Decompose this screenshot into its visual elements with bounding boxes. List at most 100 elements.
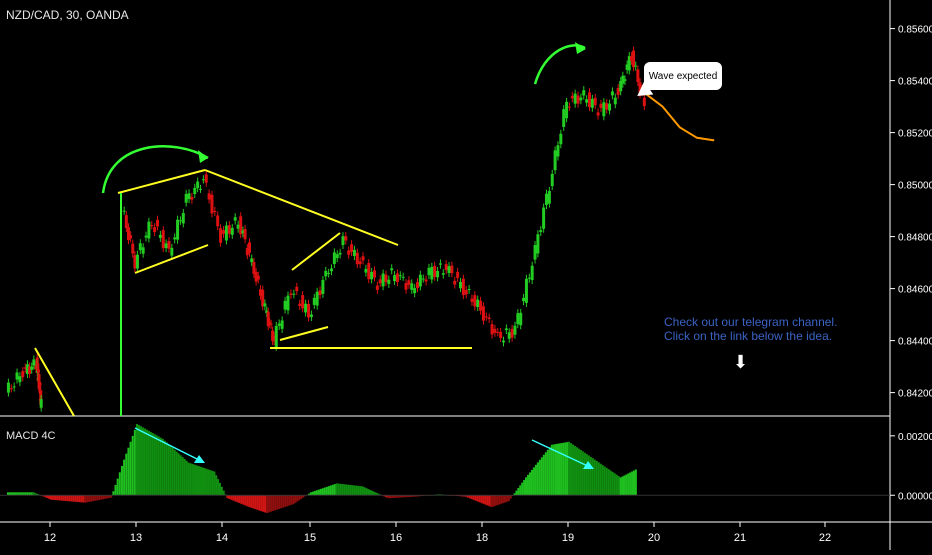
candle-body [613, 97, 617, 105]
candle-body [450, 265, 454, 274]
x-tick-label: 15 [304, 532, 316, 544]
forecast-path [644, 92, 715, 142]
macd-bar [369, 490, 372, 496]
candle-body [283, 300, 287, 310]
macd-bar [179, 455, 182, 496]
macd-bar [26, 492, 29, 496]
candle-body [467, 289, 471, 291]
price-tick-label: 0.85600 [898, 25, 932, 36]
candle-body [289, 293, 293, 295]
macd-bar [521, 482, 524, 496]
macd-bar [319, 488, 322, 496]
macd-bar [254, 495, 257, 510]
candle-body [350, 244, 354, 252]
candle-body [269, 323, 273, 325]
candle-body [565, 101, 569, 119]
macd-bar [385, 495, 388, 498]
macd-bar [149, 431, 152, 496]
candle-body [352, 249, 356, 257]
candle-body [252, 261, 256, 275]
macd-bar [203, 468, 206, 496]
candle-body [259, 289, 262, 296]
macd-bar [488, 495, 491, 507]
macd-bar [391, 495, 394, 498]
candle-body [173, 237, 177, 240]
macd-bar [482, 495, 485, 504]
macd-bar [302, 495, 305, 498]
macd-bar [10, 492, 13, 496]
macd-bar [143, 428, 146, 496]
macd-bar [415, 495, 418, 497]
candle-body [298, 303, 302, 307]
macd-bar [632, 470, 635, 496]
macd-bar [60, 495, 63, 501]
candle-body [513, 325, 517, 335]
macd-bar [123, 459, 126, 496]
macd-bar [28, 492, 31, 496]
macd-bar [159, 437, 162, 496]
candle-body [559, 133, 563, 145]
macd-bar [599, 463, 602, 496]
macd-bar [629, 472, 632, 496]
macd-bar [331, 484, 334, 496]
macd-bar [544, 452, 547, 496]
candle-body [243, 229, 247, 240]
candle-body [38, 382, 42, 387]
macd-bar [339, 483, 342, 496]
macd-bar [133, 429, 136, 496]
macd-bar [230, 495, 233, 500]
macd-bar [54, 495, 57, 501]
macd-bar [52, 495, 55, 500]
macd-bar [558, 443, 561, 496]
macd-bar [595, 460, 598, 496]
macd-bar [268, 495, 271, 513]
x-tick-label: 13 [130, 532, 142, 544]
candle-body [410, 283, 414, 290]
macd-bar [375, 492, 378, 496]
candle-body [413, 288, 417, 294]
candle-body [254, 271, 258, 282]
macd-bar [343, 484, 346, 496]
candle-body [272, 336, 276, 342]
arrow-down-icon: ⬇ [733, 352, 749, 372]
macd-bar [284, 495, 287, 507]
candle-body [133, 255, 137, 269]
macd-bar [577, 448, 580, 496]
candle-body [170, 247, 174, 256]
candle-body [37, 389, 41, 391]
macd-bar [100, 495, 103, 500]
candle-body [573, 93, 577, 104]
candle-body [239, 216, 243, 235]
macd-bar [205, 468, 208, 496]
candle-body [131, 243, 135, 254]
macd-bar [566, 442, 569, 496]
candle-body [476, 299, 480, 308]
candle-body [610, 91, 614, 96]
macd-bar [222, 490, 225, 496]
macd-bar [554, 444, 557, 496]
macd-bar [492, 495, 495, 507]
macd-bar [484, 495, 487, 505]
candle-body [608, 103, 612, 111]
macd-bar [116, 478, 119, 496]
candle-body [236, 224, 240, 229]
macd-bar [329, 485, 332, 496]
candle-body [481, 306, 485, 321]
candle-body [161, 230, 165, 249]
candle-body [370, 272, 374, 280]
candle-body [593, 97, 597, 106]
candle-body [274, 325, 278, 347]
macd-bar [242, 495, 245, 505]
candle-body [367, 263, 371, 280]
macd-bar [70, 495, 73, 502]
candle-body [536, 234, 540, 254]
macd-bar [218, 482, 221, 496]
macd-bar [337, 483, 340, 496]
candle-body [384, 274, 388, 282]
candle-body [30, 366, 34, 370]
macd-bar [395, 495, 398, 498]
candle-body [527, 277, 531, 279]
macd-bar [581, 451, 584, 496]
